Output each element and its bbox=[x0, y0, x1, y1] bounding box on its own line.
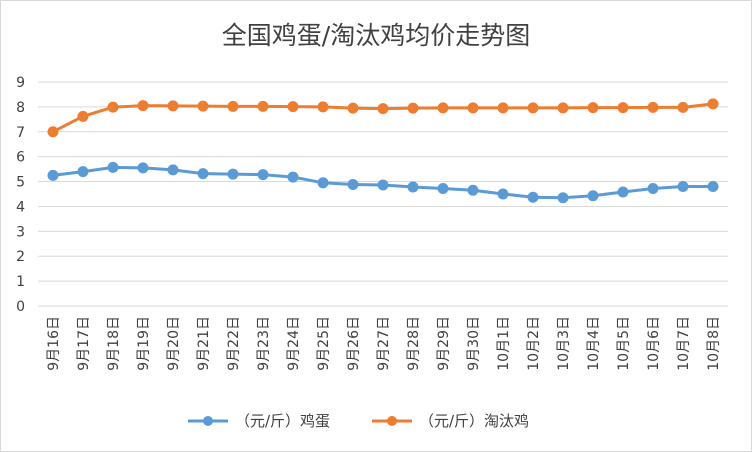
data-point bbox=[467, 184, 479, 196]
data-point bbox=[47, 126, 59, 138]
y-tick-label: 0 bbox=[16, 299, 25, 315]
x-tick-label: 9月24日 bbox=[286, 316, 302, 371]
y-tick-label: 9 bbox=[16, 75, 25, 91]
data-point bbox=[197, 100, 209, 112]
x-tick-label: 9月21日 bbox=[196, 316, 212, 371]
data-point bbox=[137, 162, 149, 174]
y-tick-label: 1 bbox=[16, 274, 25, 290]
data-point bbox=[407, 181, 419, 193]
legend-label: （元/斤）淘汰鸡 bbox=[419, 412, 529, 430]
data-point bbox=[467, 102, 479, 114]
x-tick-label: 10月8日 bbox=[706, 316, 722, 371]
y-tick-label: 2 bbox=[16, 249, 25, 265]
y-tick-label: 3 bbox=[16, 224, 25, 240]
x-tick-label: 10月2日 bbox=[526, 316, 542, 371]
data-point bbox=[677, 181, 689, 193]
data-point bbox=[107, 101, 119, 113]
y-tick-label: 7 bbox=[16, 125, 25, 141]
y-tick-label: 4 bbox=[16, 199, 25, 215]
data-point bbox=[707, 98, 719, 110]
legend-swatch-marker bbox=[387, 416, 397, 426]
x-axis-ticks: 9月16日 9月17日 9月18日 9月19日 9月20日 9月21日 9月22日 9月23日… bbox=[46, 316, 722, 371]
data-point bbox=[377, 179, 389, 191]
data-point bbox=[317, 177, 329, 189]
x-tick-label: 10月6日 bbox=[646, 316, 662, 371]
data-point bbox=[317, 101, 329, 113]
data-point bbox=[647, 101, 659, 113]
data-point bbox=[257, 169, 269, 181]
data-point bbox=[287, 171, 299, 183]
series-1 bbox=[47, 98, 719, 138]
data-point bbox=[227, 100, 239, 112]
data-point bbox=[107, 161, 119, 173]
x-tick-label: 10月5日 bbox=[616, 316, 632, 371]
data-point bbox=[167, 100, 179, 112]
data-point bbox=[437, 183, 449, 195]
data-point bbox=[617, 186, 629, 198]
data-point bbox=[587, 190, 599, 202]
data-point bbox=[587, 102, 599, 114]
data-point bbox=[557, 102, 569, 114]
x-tick-label: 9月23日 bbox=[256, 316, 272, 371]
series-0 bbox=[47, 161, 719, 204]
x-tick-label: 9月18日 bbox=[106, 316, 122, 371]
data-point bbox=[47, 169, 59, 181]
data-point bbox=[497, 102, 509, 114]
x-tick-label: 10月1日 bbox=[496, 316, 512, 371]
y-tick-label: 5 bbox=[16, 175, 25, 191]
legend: （元/斤）鸡蛋 （元/斤）淘汰鸡 bbox=[188, 412, 529, 430]
x-tick-label: 9月16日 bbox=[46, 316, 62, 371]
data-point bbox=[497, 188, 509, 200]
x-tick-label: 9月22日 bbox=[226, 316, 242, 371]
x-tick-label: 9月25日 bbox=[316, 316, 332, 371]
x-tick-label: 9月27日 bbox=[376, 316, 392, 371]
data-point bbox=[557, 192, 569, 204]
data-point bbox=[407, 102, 419, 114]
data-point bbox=[527, 191, 539, 203]
data-point bbox=[77, 166, 89, 178]
data-point bbox=[77, 110, 89, 122]
data-point bbox=[227, 168, 239, 180]
data-point bbox=[347, 179, 359, 191]
data-point bbox=[197, 168, 209, 180]
x-tick-label: 9月28日 bbox=[406, 316, 422, 371]
y-tick-label: 6 bbox=[16, 150, 25, 166]
data-point bbox=[677, 101, 689, 113]
x-tick-label: 9月29日 bbox=[436, 316, 452, 371]
y-axis-ticks: 0 1 2 3 4 5 6 7 8 9 bbox=[16, 75, 25, 315]
x-tick-label: 10月3日 bbox=[556, 316, 572, 371]
series-layer bbox=[47, 98, 719, 204]
x-tick-label: 10月7日 bbox=[676, 316, 692, 371]
x-tick-label: 9月20日 bbox=[166, 316, 182, 371]
data-point bbox=[167, 164, 179, 176]
legend-swatch-marker bbox=[203, 416, 213, 426]
data-point bbox=[377, 103, 389, 115]
data-point bbox=[287, 101, 299, 113]
data-point bbox=[647, 183, 659, 195]
x-tick-label: 9月17日 bbox=[76, 316, 92, 371]
data-point bbox=[527, 102, 539, 114]
x-tick-label: 10月4日 bbox=[586, 316, 602, 371]
data-point bbox=[257, 100, 269, 112]
legend-label: （元/斤）鸡蛋 bbox=[235, 412, 330, 430]
data-point bbox=[707, 181, 719, 193]
y-tick-label: 8 bbox=[16, 100, 25, 116]
x-tick-label: 9月30日 bbox=[466, 316, 482, 371]
data-point bbox=[617, 102, 629, 114]
data-point bbox=[437, 102, 449, 114]
data-point bbox=[137, 100, 149, 112]
chart-title: 全国鸡蛋/淘汰鸡均价走势图 bbox=[222, 21, 530, 50]
x-tick-label: 9月19日 bbox=[136, 316, 152, 371]
x-tick-label: 9月26日 bbox=[346, 316, 362, 371]
data-point bbox=[347, 102, 359, 114]
